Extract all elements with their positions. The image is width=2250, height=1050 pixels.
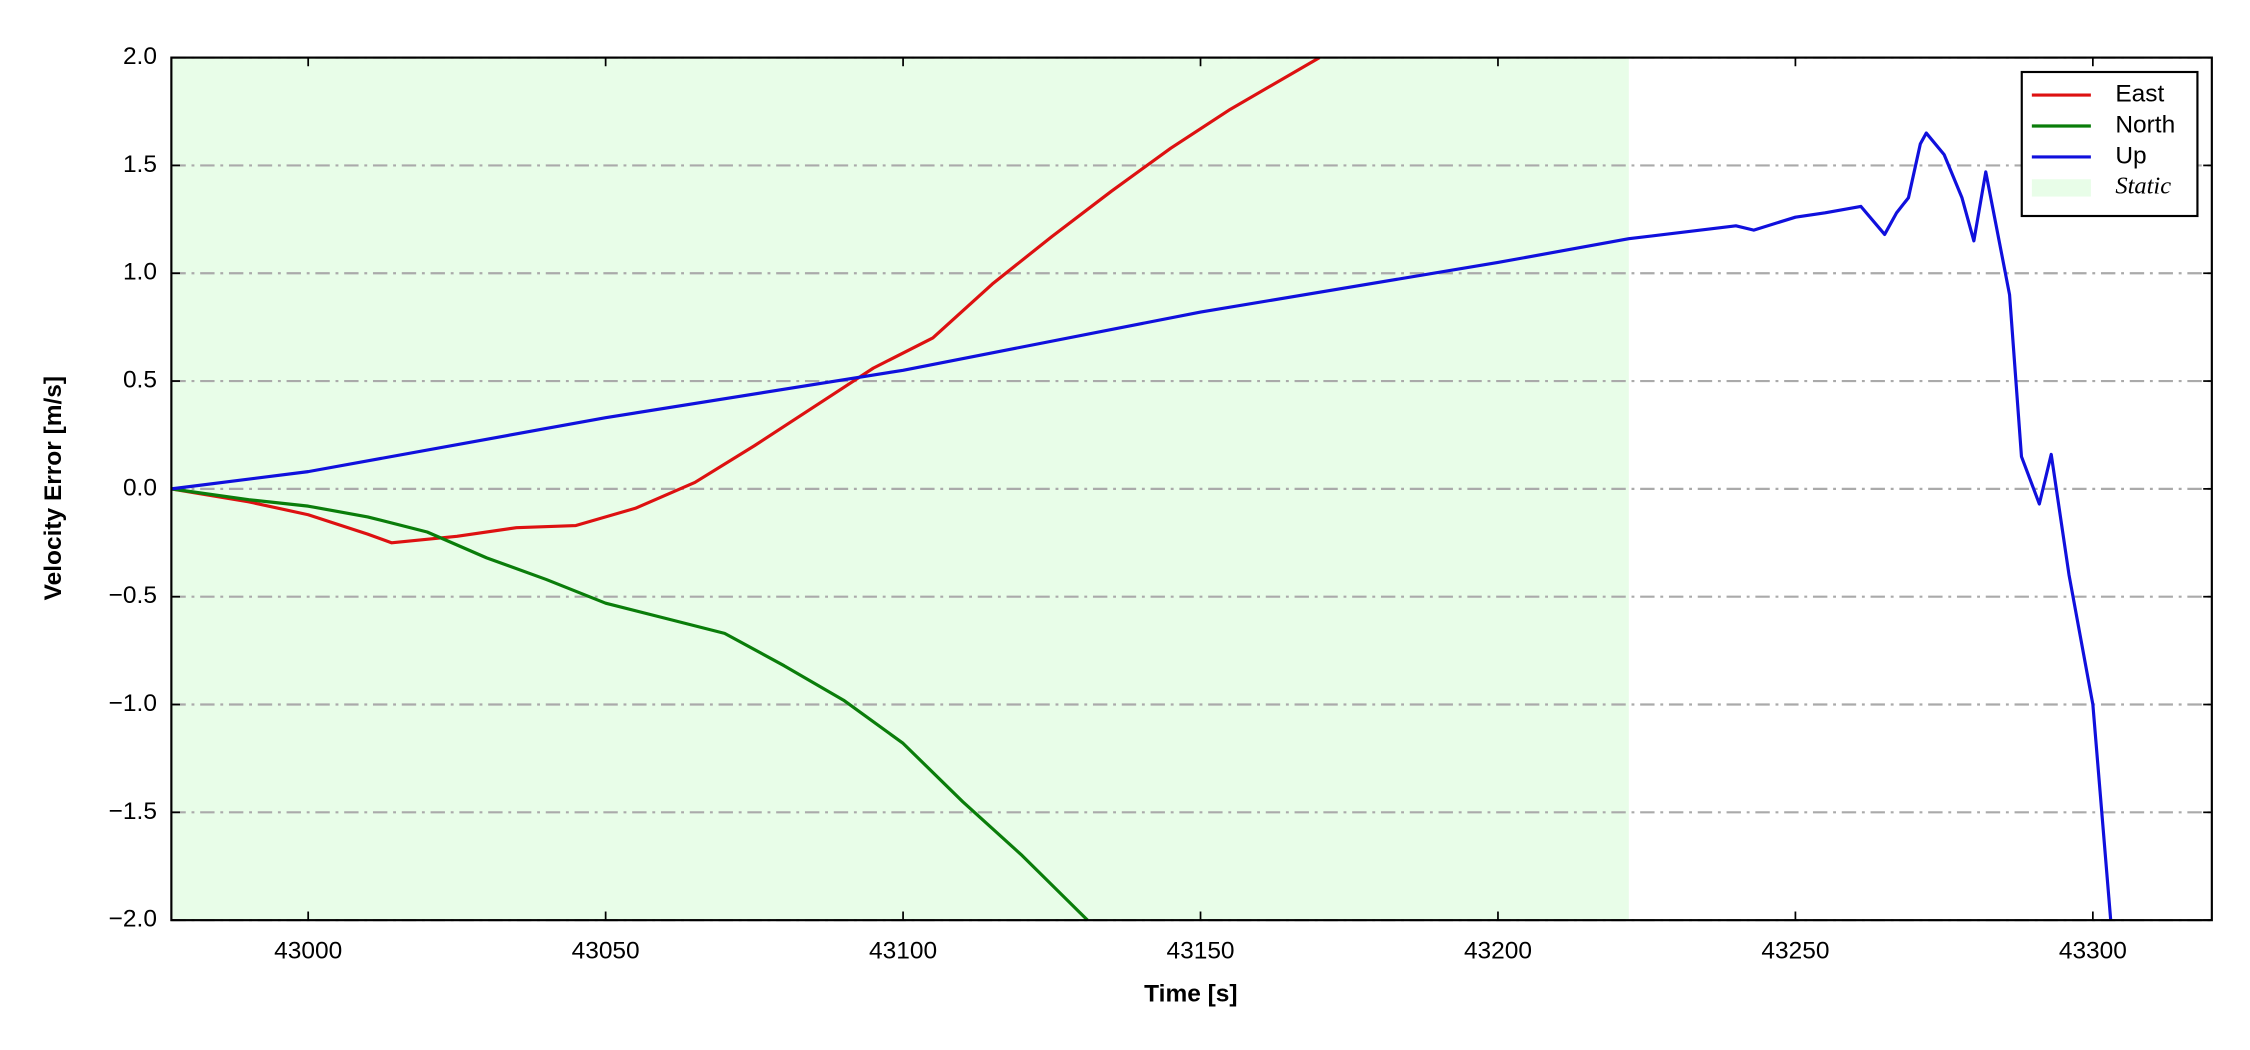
series-line (171, 487, 1089, 921)
legend-label: Static (2115, 173, 2171, 200)
y-tick-label: 1.0 (123, 259, 157, 286)
plot-area (171, 57, 2113, 921)
series-line (171, 131, 2113, 921)
legend-label: Up (2115, 142, 2146, 169)
x-tick-label: 43250 (1761, 937, 1829, 964)
y-tick-label: −0.5 (109, 582, 157, 609)
x-tick-label: 43150 (1166, 937, 1234, 964)
legend-label: North (2115, 111, 2175, 138)
y-tick-label: 1.5 (123, 151, 157, 178)
y-tick-label: 0.0 (123, 474, 157, 501)
x-tick-label: 43000 (274, 937, 342, 964)
y-tick-label: 0.5 (123, 367, 157, 394)
plot-frame (170, 56, 2213, 922)
y-tick-label: −2.0 (109, 906, 157, 933)
y-tick-label: −1.0 (109, 690, 157, 717)
legend-swatch (2031, 179, 2091, 197)
y-tick-label: 2.0 (123, 43, 157, 70)
series-line (171, 57, 1321, 545)
x-tick-label: 43200 (1464, 937, 1532, 964)
y-axis-title: Velocity Error [m/s] (40, 376, 67, 600)
x-tick-label: 43300 (2059, 937, 2127, 964)
y-tick-label: −1.5 (109, 798, 157, 825)
x-tick-label: 43050 (572, 937, 640, 964)
x-tick-label: 43100 (869, 937, 937, 964)
x-axis-title: Time [s] (1144, 981, 1237, 1008)
legend-label: East (2115, 81, 2164, 108)
